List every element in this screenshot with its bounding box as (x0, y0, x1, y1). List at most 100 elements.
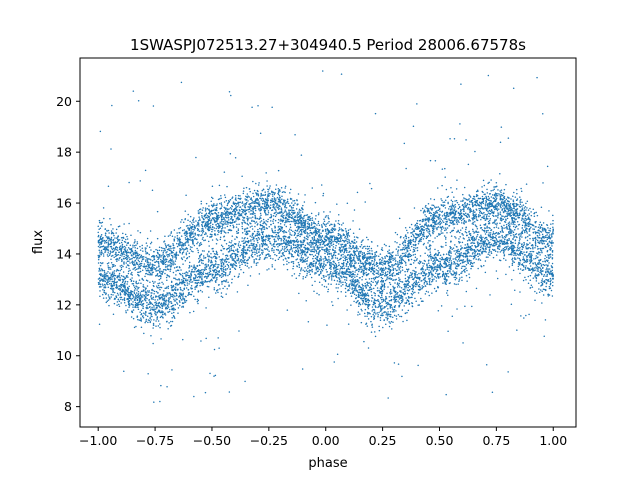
data-point (112, 287, 115, 290)
data-point (209, 226, 212, 229)
data-point (495, 239, 498, 241)
data-point (430, 255, 432, 258)
data-point (236, 248, 239, 250)
data-point (186, 250, 189, 252)
data-point (275, 231, 277, 234)
data-point (320, 268, 323, 271)
data-point (479, 259, 482, 261)
data-point (205, 202, 208, 205)
data-point (112, 271, 114, 273)
data-point (313, 251, 316, 253)
data-point (505, 234, 507, 237)
data-point (120, 302, 122, 304)
data-point (185, 247, 188, 249)
data-point (510, 234, 512, 237)
data-point (311, 233, 314, 235)
data-point (189, 238, 191, 241)
data-point (173, 253, 176, 255)
data-point (356, 300, 359, 302)
data-point (276, 212, 279, 214)
data-point (353, 209, 356, 211)
data-point (390, 320, 393, 323)
data-point (462, 234, 464, 236)
data-point (358, 265, 361, 267)
data-point (371, 326, 374, 328)
data-point (157, 282, 159, 285)
data-point (354, 276, 356, 278)
data-point (340, 291, 342, 293)
data-point (514, 246, 516, 249)
data-point (204, 391, 207, 394)
data-point (404, 241, 407, 244)
data-point (372, 277, 375, 279)
data-point (223, 230, 225, 232)
data-point (112, 294, 114, 296)
data-point (160, 338, 162, 340)
data-point (523, 251, 525, 253)
data-point (107, 255, 109, 258)
data-point (391, 264, 394, 266)
data-point (303, 201, 306, 203)
data-point (339, 251, 342, 253)
data-point (220, 197, 222, 199)
data-point (417, 277, 419, 280)
data-point (367, 273, 370, 275)
data-point (202, 236, 204, 239)
data-point (427, 262, 430, 264)
data-point (538, 247, 540, 250)
data-point (152, 324, 155, 326)
data-point (157, 325, 160, 327)
data-point (155, 304, 157, 307)
data-point (257, 190, 259, 193)
data-point (142, 250, 144, 252)
data-point (394, 241, 396, 243)
data-point (523, 241, 525, 244)
data-point (324, 250, 326, 253)
data-point (124, 233, 127, 236)
data-point (298, 274, 300, 277)
data-point (371, 241, 373, 243)
data-point (213, 287, 216, 289)
data-point (449, 137, 451, 140)
data-point (405, 286, 407, 289)
data-point (496, 206, 499, 208)
data-point (289, 241, 291, 244)
data-point (251, 236, 253, 238)
data-point (208, 271, 211, 274)
data-point (182, 247, 184, 250)
data-point (468, 216, 471, 218)
data-point (396, 263, 399, 265)
data-point (303, 222, 305, 224)
data-point (233, 275, 236, 278)
data-point (399, 272, 402, 274)
data-point (482, 243, 485, 245)
data-point (541, 278, 544, 280)
data-point (211, 239, 214, 241)
data-point (222, 253, 224, 255)
data-point (428, 294, 430, 297)
data-point (428, 239, 430, 242)
data-point (452, 223, 454, 226)
data-point (253, 230, 256, 233)
data-point (361, 285, 364, 287)
data-point (372, 287, 375, 290)
data-point (196, 247, 198, 250)
data-point (427, 231, 429, 233)
data-point (439, 257, 441, 260)
data-point (389, 290, 392, 293)
data-point (161, 281, 163, 284)
data-point (311, 236, 313, 239)
data-point (371, 250, 373, 252)
data-point (522, 229, 524, 231)
data-point (267, 213, 269, 216)
data-point (494, 215, 497, 217)
data-point (477, 190, 479, 193)
data-point (435, 277, 438, 279)
data-point (325, 264, 327, 267)
data-point (285, 250, 288, 252)
data-point (525, 209, 527, 211)
data-point (140, 295, 143, 297)
data-point (455, 283, 457, 286)
data-point (393, 301, 396, 303)
data-point (112, 228, 114, 230)
